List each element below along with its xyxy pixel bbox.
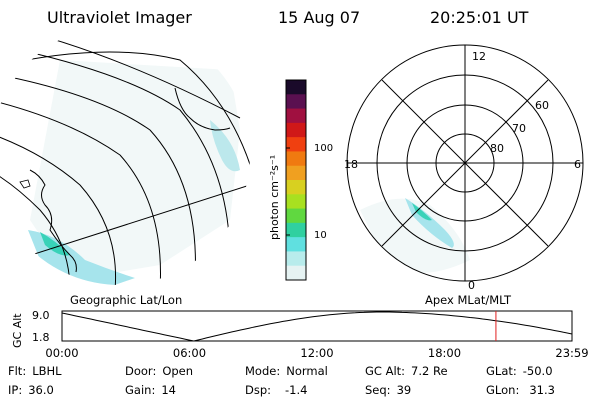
timeline-xtick: 12:00 [300,346,333,360]
mlt-label-12: 12 [472,50,486,63]
instrument-title: Ultraviolet Imager [47,8,192,27]
glat-label: GLat: [486,364,517,378]
colorbar-swatch [286,208,306,224]
polar-mlt-plot: 12 18 6 0 60 70 80 [344,44,584,292]
door-value: Open [162,364,194,378]
timeline-xtick: 06:00 [173,346,206,360]
timeline-xtick: 18:00 [428,346,461,360]
colorbar-swatch [286,265,306,281]
mlat-label-60: 60 [535,99,549,112]
polar-emission-core [412,203,432,221]
info-seq: Seq: 39 [365,383,411,397]
info-glon: GLon: 31.3 [486,383,555,397]
colorbar-unit-label: photon cm⁻²s⁻¹ [268,155,281,240]
mlt-label-6: 6 [574,158,581,171]
info-mode: Mode: Normal [245,364,328,378]
timeline-xtick: 00:00 [45,346,78,360]
timeline-xtick: 23:59 [555,346,588,360]
colorbar-tick-100: 100 [314,143,333,154]
timeline-ytick-high: 9.0 [32,309,50,322]
colorbar-swatch [286,251,306,267]
seq-value: 39 [396,383,412,397]
geographic-map [0,25,250,285]
date-label: 15 Aug 07 [278,8,361,27]
glat-value: -50.0 [522,364,553,378]
colorbar-swatch [286,80,306,95]
apex-caption: Apex MLat/MLT [425,293,512,307]
emission-patch-east [210,120,240,172]
info-dsp: Dsp: -1.4 [245,383,307,397]
mlat-label-80: 80 [490,142,504,155]
geographic-caption: Geographic Lat/Lon [70,293,182,307]
colorbar-swatch [286,108,306,124]
door-label: Door: [125,364,157,378]
mlt-label-18: 18 [344,158,358,171]
info-gcalt: GC Alt: 7.2 Re [365,364,448,378]
colorbar-frame [285,79,307,281]
gcalt-label: GC Alt: [365,364,406,378]
mlat-label-70: 70 [512,122,526,135]
gcalt-value: 7.2 Re [411,364,448,378]
colorbar-tick-10: 10 [314,230,327,241]
timeline-ytick-low: 1.8 [32,331,50,344]
colorbar-swatch [286,137,306,152]
info-door: Door: Open [125,364,193,378]
colorbar-swatch [286,151,306,167]
info-ip: IP: 36.0 [8,383,54,397]
timeline-frame [61,310,573,342]
info-flt: Flt: LBHL [8,364,62,378]
info-glat: GLat: -50.0 [486,364,553,378]
colorbar-swatch [286,222,306,238]
emission-core [40,232,70,256]
flt-label: Flt: [8,364,27,378]
seq-label: Seq: [365,383,391,397]
colorbar-swatch [286,194,306,210]
ip-label: IP: [8,383,23,397]
ip-value: 36.0 [28,383,54,397]
mlt-label-0: 0 [468,279,475,292]
mode-value: Normal [286,364,328,378]
gain-value: 14 [161,383,176,397]
dsp-label: Dsp: [245,383,272,397]
timeline-ylabel: GC Alt [11,313,24,348]
info-gain: Gain: 14 [125,383,176,397]
mode-label: Mode: [245,364,281,378]
colorbar-swatch [286,165,306,181]
gain-label: Gain: [125,383,156,397]
intensity-colorbar [285,79,307,281]
glon-label: GLon: [486,383,520,397]
colorbar-swatch [286,94,306,110]
time-label: 20:25:01 UT [430,8,529,27]
colorbar-swatch [286,237,306,252]
colorbar-swatch [286,180,306,195]
glon-value: 31.3 [529,383,555,397]
altitude-curve [61,311,573,342]
flt-value: LBHL [32,364,62,378]
altitude-timeline: GC Alt 9.0 1.8 00:00 06:00 12:00 18:00 23:59 [11,309,589,360]
colorbar-swatch [286,122,306,138]
dsp-value: -1.4 [285,383,308,397]
